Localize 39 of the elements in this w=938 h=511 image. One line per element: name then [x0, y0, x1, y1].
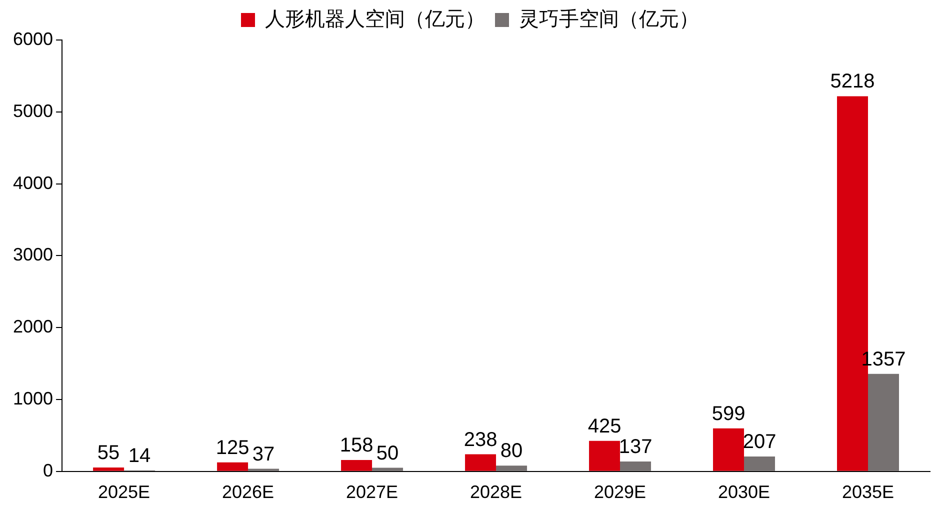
data-label: 80 [500, 440, 523, 462]
bar [868, 374, 899, 471]
data-label: 37 [252, 443, 275, 466]
y-tick-label: 3000 [12, 244, 54, 265]
x-tick-label: 2030E [718, 482, 770, 502]
y-tick-label: 6000 [12, 28, 54, 49]
y-tick-label: 1000 [12, 388, 54, 408]
bar [589, 440, 620, 471]
data-label: 158 [340, 434, 374, 457]
x-tick-label: 2025E [98, 482, 150, 502]
bar [496, 466, 528, 471]
x-tick-label: 2028E [470, 482, 522, 502]
data-label: 5218 [830, 70, 875, 93]
x-tick-label: 2035E [842, 482, 894, 502]
data-label: 125 [216, 436, 250, 459]
data-label: 55 [97, 442, 120, 464]
data-label: 137 [618, 436, 652, 458]
data-label: 14 [128, 444, 151, 467]
bar [744, 456, 776, 471]
bar [713, 428, 744, 471]
bar [372, 468, 404, 471]
x-tick-label: 2029E [594, 482, 646, 502]
bar [341, 460, 372, 471]
y-tick-label: 5000 [12, 100, 54, 121]
data-label: 50 [376, 442, 399, 464]
x-tick-label: 2027E [346, 482, 398, 502]
y-tick-label: 4000 [12, 172, 54, 193]
bar [465, 454, 496, 471]
bar [217, 462, 248, 471]
y-tick-label: 2000 [12, 316, 54, 337]
bar [620, 462, 652, 471]
legend-label: 人形机器人空间（亿元） [265, 8, 485, 31]
data-label: 238 [464, 428, 498, 451]
data-label: 425 [588, 415, 622, 438]
legend-label: 灵巧手空间（亿元） [519, 8, 699, 31]
x-tick-label: 2026E [222, 482, 274, 502]
y-tick-label: 0 [43, 460, 54, 480]
bar [93, 467, 124, 471]
data-label: 599 [712, 402, 746, 425]
